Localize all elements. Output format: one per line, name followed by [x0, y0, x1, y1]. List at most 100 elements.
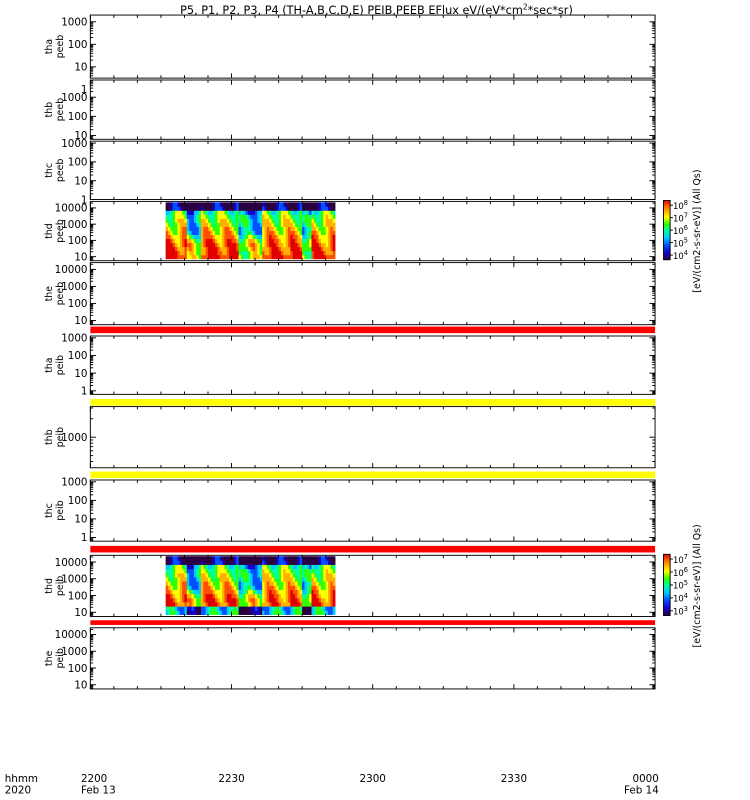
spectrogram-cell [278, 597, 282, 603]
spectrogram-cell [311, 606, 315, 611]
spectrogram-cell [172, 589, 176, 595]
spectrogram-cell [217, 581, 221, 586]
spectrogram-cell [170, 602, 174, 607]
spectrogram-cell [177, 218, 181, 223]
spectrogram-cell [208, 602, 211, 607]
spectrogram-cell [226, 242, 230, 248]
spectrogram-cell [236, 581, 239, 586]
spectrogram-cell [219, 593, 223, 599]
spectrogram-cell [320, 210, 324, 215]
spectrogram-cell [177, 577, 181, 582]
spectrogram-cell [177, 568, 181, 574]
spectrogram-cell [271, 564, 275, 570]
spectrogram-cell [200, 214, 204, 219]
spectrogram-cell [297, 597, 301, 603]
y-tick-label: 1 [81, 386, 88, 398]
spectrogram-cell [255, 577, 258, 582]
spectrogram-cell [191, 218, 195, 223]
spectrogram-cell [248, 218, 251, 223]
spectrogram-cell [243, 556, 247, 561]
spectrogram-cell [252, 242, 256, 248]
spectrogram-cell [212, 572, 216, 578]
spectrogram-cell [189, 222, 192, 227]
spectrogram-cell [189, 581, 192, 586]
spectrogram-cell [219, 246, 223, 252]
spectrogram-cell [184, 234, 188, 240]
spectrogram-cell [255, 610, 258, 615]
spectrogram-cell [175, 589, 178, 595]
spectrogram-cell [297, 222, 301, 227]
spectrogram-cell [278, 556, 282, 561]
spectrogram-cell [311, 564, 315, 570]
spectrogram-cell [168, 206, 171, 211]
spectrogram-cell [170, 206, 174, 211]
spectrogram-cell [172, 254, 176, 260]
spectrogram-cell [186, 238, 190, 244]
spectrogram-cell [182, 250, 185, 256]
spectrogram-cell [252, 577, 256, 582]
spectrogram-cell [238, 560, 242, 565]
spectrogram-cell [189, 202, 192, 207]
spectrogram-cell [264, 230, 268, 236]
spectrogram-cell [219, 230, 223, 236]
spectrogram-cell [266, 593, 270, 599]
spectrogram-cell [292, 568, 296, 574]
spectrogram-cell [299, 234, 303, 240]
spectrogram-cell [266, 568, 270, 574]
y-tick-label: 10 [74, 315, 87, 327]
spectrogram-cell [271, 202, 275, 207]
spectrogram-cell [175, 610, 178, 615]
spectrogram-cell [248, 254, 251, 260]
spectrogram-cell [292, 254, 296, 260]
spectrogram-cell [210, 564, 214, 570]
spectrogram-cell [189, 564, 192, 570]
spectrogram-cell [210, 560, 214, 565]
spectrogram-cell [318, 206, 322, 211]
spectrogram-cell [198, 202, 202, 207]
spectrogram-cell [208, 593, 211, 599]
spectrogram-cell [248, 606, 251, 611]
spectrogram-cell [330, 210, 334, 215]
spectrogram-cell [292, 226, 296, 231]
spectrogram-cell [306, 226, 310, 231]
spectrogram-cell [222, 214, 225, 219]
spectrogram-cell [212, 242, 216, 248]
spectrogram-cell [179, 218, 183, 223]
spectrogram-cell [288, 226, 291, 231]
spectrogram-cell [196, 230, 199, 236]
spectrogram-cell [200, 556, 204, 561]
spectrogram-cell [212, 222, 216, 227]
spectrogram-cell [233, 560, 237, 565]
colorbar-title: [eV/(cm2-s-sr-eV)] (All Qs) [692, 169, 703, 292]
spectrogram-cell [283, 568, 287, 574]
spectrogram-cell [175, 556, 178, 561]
spectrogram-cell [215, 250, 218, 256]
spectrogram-cell [306, 238, 310, 244]
spectrogram-cell [255, 568, 258, 574]
spectrogram-cell [328, 560, 331, 565]
spectrogram-cell [283, 556, 287, 561]
spectrogram-cell [309, 560, 312, 565]
spectrogram-cell [184, 238, 188, 244]
spectrogram-cell [196, 602, 199, 607]
spectrogram-cell [252, 610, 256, 615]
spectrogram-cell [299, 218, 303, 223]
spectrogram-cell [264, 556, 268, 561]
spectrogram-cell [323, 250, 327, 256]
spectrogram-cell [278, 581, 282, 586]
spectrogram-cell [191, 564, 195, 570]
spectrogram-cell [200, 226, 204, 231]
spectrogram-cell [229, 560, 232, 565]
spectrogram-cell [309, 250, 312, 256]
spectrogram-cell [259, 564, 263, 570]
spectrogram-cell [288, 246, 291, 252]
spectrogram-cell [217, 572, 221, 578]
spectrogram-cell [311, 560, 315, 565]
spectrogram-cell [311, 610, 315, 615]
spectrogram-cell [200, 581, 204, 586]
spectrogram-cell [318, 230, 322, 236]
spectrogram-cell [280, 238, 284, 244]
spectrogram-cell [217, 593, 221, 599]
